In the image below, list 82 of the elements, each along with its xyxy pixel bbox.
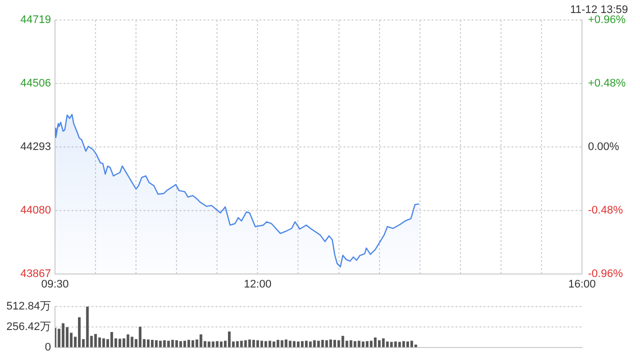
bar [212, 342, 214, 348]
bar [276, 340, 280, 348]
bar [284, 340, 288, 348]
bar [333, 340, 336, 348]
bar [410, 340, 414, 348]
bar [118, 338, 122, 348]
y2-tick-label: 0.00% [588, 141, 620, 154]
bar [110, 332, 114, 348]
bar [394, 342, 397, 348]
x-tick-label: 09:30 [41, 278, 69, 291]
text: 11-12 13:59 [570, 4, 628, 16]
bar [252, 340, 255, 348]
y-tick-label: 44080 [20, 204, 51, 217]
bar [350, 340, 352, 348]
bar [130, 336, 134, 348]
y-tick-label: 44719 [20, 14, 51, 26]
y2-tick-label: +0.48% [588, 78, 626, 90]
bar [386, 342, 389, 348]
bar [208, 342, 210, 348]
x-tick-label: 12:00 [244, 278, 272, 291]
bar [216, 341, 218, 348]
bar [171, 340, 174, 348]
bar [248, 340, 251, 348]
bar [402, 341, 405, 348]
bar [228, 332, 231, 348]
bar [78, 317, 81, 348]
bar [126, 334, 130, 348]
bar [146, 340, 150, 348]
bar [86, 306, 89, 348]
bar [236, 341, 239, 348]
y-tick-label: 256.42万 [6, 321, 51, 334]
bar [159, 340, 162, 348]
bar [414, 344, 418, 348]
bar [300, 341, 304, 348]
bar [366, 341, 368, 348]
bar [179, 341, 182, 348]
bar [138, 326, 142, 348]
bar [183, 340, 186, 348]
bar [280, 340, 284, 348]
bar [406, 342, 410, 348]
y2-tick-label: -0.48% [588, 204, 624, 217]
bar [240, 340, 243, 348]
bar [358, 340, 360, 348]
bar [354, 341, 356, 348]
bar [272, 342, 276, 348]
bar [341, 336, 344, 348]
bar [296, 342, 300, 348]
bar [62, 323, 64, 348]
y-tick-label: 0 [44, 341, 51, 354]
y2-tick-label: +0.96% [588, 14, 626, 26]
bar [150, 340, 154, 348]
bar [317, 340, 320, 348]
bar [94, 334, 97, 348]
y-tick-label: 44293 [20, 141, 51, 154]
bar [288, 340, 292, 348]
bar [313, 340, 316, 348]
bar [362, 342, 364, 348]
bar [98, 338, 101, 348]
bar [398, 342, 401, 348]
bar [268, 340, 272, 348]
bar [167, 340, 170, 348]
bar [187, 340, 190, 348]
bar [163, 340, 166, 348]
x-tick-label: 16:00 [568, 278, 596, 291]
bar [374, 338, 377, 348]
bar [260, 340, 264, 348]
bar [244, 340, 247, 348]
bar [309, 342, 312, 348]
y-tick-label: 43867 [20, 268, 51, 280]
bar [370, 340, 373, 348]
bar [264, 341, 268, 348]
bar [220, 342, 223, 348]
bar [200, 334, 202, 348]
bar [305, 340, 308, 348]
bar [321, 340, 324, 348]
bar [329, 340, 332, 348]
bar [292, 341, 296, 348]
y-tick-label: 44506 [20, 78, 51, 90]
bar [66, 327, 68, 348]
y2-tick-label: -0.96% [588, 268, 624, 280]
bar [390, 342, 393, 348]
y-tick-label: 512.84万 [6, 300, 51, 313]
